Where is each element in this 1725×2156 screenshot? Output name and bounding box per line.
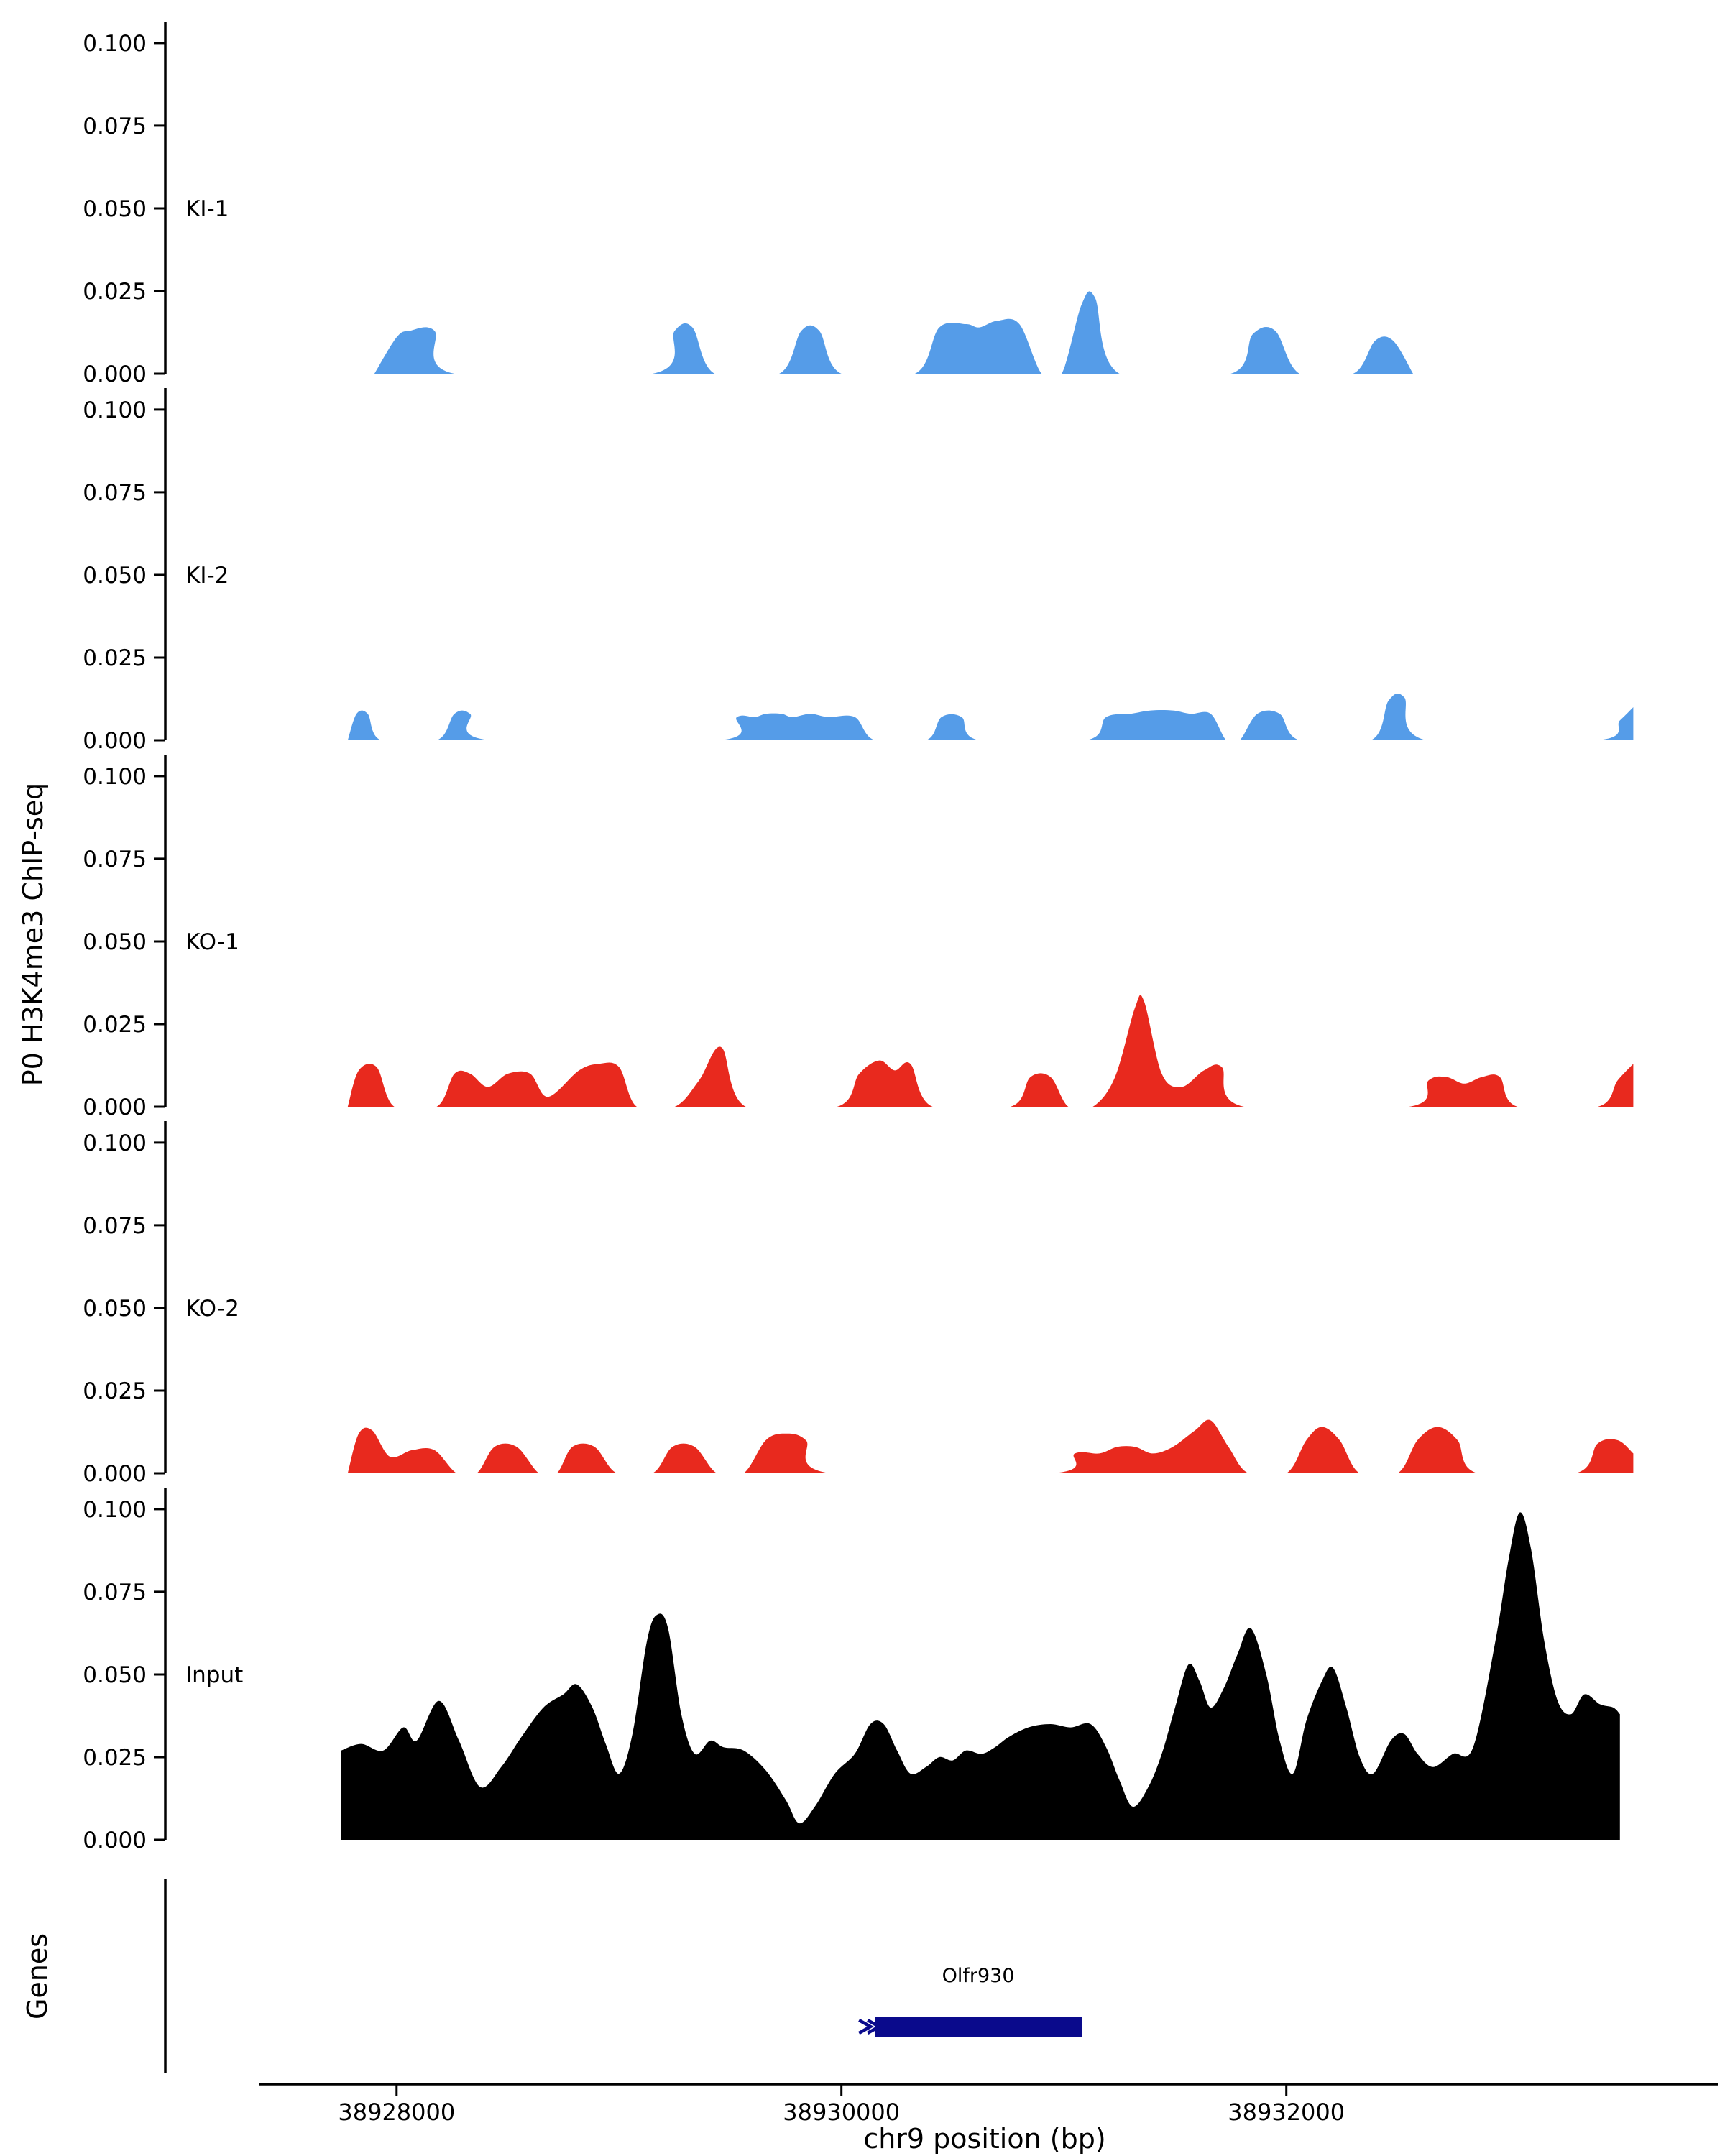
y-tick-label: 0.050 [83,563,147,589]
x-axis: 38928000 38930000 38932000 [259,2083,1718,2126]
y-tick-label: 0.075 [83,114,147,139]
signal-area [347,995,1634,1107]
y-tick-label: 0.075 [83,1580,147,1606]
track-label: KO-1 [185,929,239,955]
signal-area [347,693,1634,740]
y-tick-label: 0.050 [83,1662,147,1688]
y-axis-title: P0 H3K4me3 ChIP-seq [17,782,49,1087]
y-tick-label: 0.100 [83,397,147,423]
track-label: Input [185,1662,243,1688]
y-tick-label: 0.000 [83,1461,147,1487]
track-panel-Input: 0.000 0.025 0.050 0.075 0.100 Input [83,1488,1620,1853]
y-tick-label: 0.000 [83,728,147,754]
y-tick-label: 0.100 [83,764,147,790]
y-tick-label: 0.025 [83,1012,147,1038]
genes-panel: Olfr930 [164,1879,1082,2073]
signal-area [374,291,1413,374]
x-tick-label: 38928000 [338,2099,455,2126]
track-label: KI-2 [185,563,229,589]
track-panel-KO-2: 0.000 0.025 0.050 0.075 0.100 KO-2 [83,1121,1634,1487]
signal-area [341,1512,1620,1840]
signal-area [347,1419,1634,1473]
track-panel-KO-1: 0.000 0.025 0.050 0.075 0.100 KO-1 [83,755,1634,1120]
y-tick-label: 0.025 [83,1378,147,1404]
track-label: KI-1 [185,196,229,222]
y-tick-label: 0.000 [83,361,147,387]
gene-body [875,2017,1082,2037]
y-tick-label: 0.075 [83,847,147,872]
y-tick-label: 0.075 [83,1213,147,1239]
y-tick-label: 0.000 [83,1828,147,1853]
track-panel-KI-1: 0.000 0.025 0.050 0.075 0.100 KI-1 [83,22,1413,387]
y-tick-label: 0.050 [83,929,147,955]
y-tick-label: 0.075 [83,480,147,506]
y-tick-label: 0.050 [83,1296,147,1322]
y-tick-label: 0.025 [83,1745,147,1771]
gene-label: Olfr930 [942,1965,1015,1987]
track-label: KO-2 [185,1296,239,1322]
genes-axis-title: Genes [22,1932,53,2020]
track-panel-KI-2: 0.000 0.025 0.050 0.075 0.100 KI-2 [83,388,1634,754]
y-tick-label: 0.100 [83,31,147,57]
y-tick-label: 0.100 [83,1130,147,1156]
y-tick-label: 0.050 [83,196,147,222]
y-tick-label: 0.100 [83,1497,147,1523]
x-axis-title: chr9 position (bp) [863,2123,1106,2155]
y-tick-label: 0.025 [83,279,147,305]
x-tick-label: 38930000 [783,2099,900,2126]
strand-arrow-icon [867,2019,883,2035]
x-tick-label: 38932000 [1228,2099,1345,2126]
strand-arrow-icon [858,2019,874,2035]
y-tick-label: 0.000 [83,1095,147,1120]
y-tick-label: 0.025 [83,645,147,671]
